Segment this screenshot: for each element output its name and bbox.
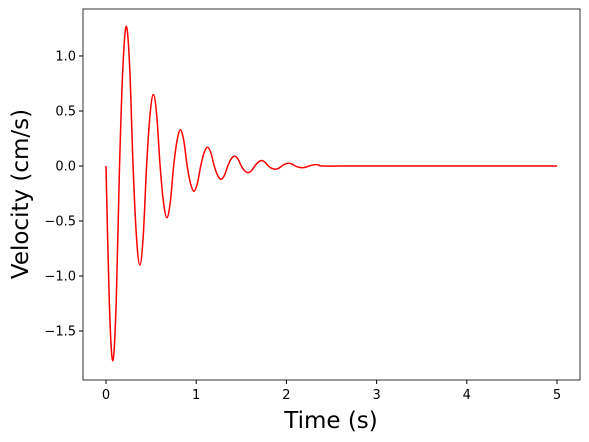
x-tick-label: 4 bbox=[463, 388, 471, 403]
y-axis-label: Velocity (cm/s) bbox=[8, 109, 34, 279]
y-tick-label: 1.0 bbox=[55, 49, 76, 64]
data-line bbox=[105, 25, 557, 362]
x-tick-label: 0 bbox=[102, 388, 110, 403]
y-tick-label: −1.0 bbox=[44, 270, 76, 285]
x-axis-label: Time (s) bbox=[283, 408, 378, 434]
plot-frame bbox=[82, 8, 581, 381]
x-tick-label: 1 bbox=[192, 388, 200, 403]
x-tick-label: 5 bbox=[553, 388, 561, 403]
y-tick-label: 0.5 bbox=[55, 104, 76, 119]
x-tick-label: 2 bbox=[282, 388, 290, 403]
y-tick-label: 0.0 bbox=[55, 160, 76, 175]
x-tick-label: 3 bbox=[372, 388, 380, 403]
y-tick-label: −0.5 bbox=[44, 215, 76, 230]
y-tick-label: −1.5 bbox=[44, 325, 76, 340]
